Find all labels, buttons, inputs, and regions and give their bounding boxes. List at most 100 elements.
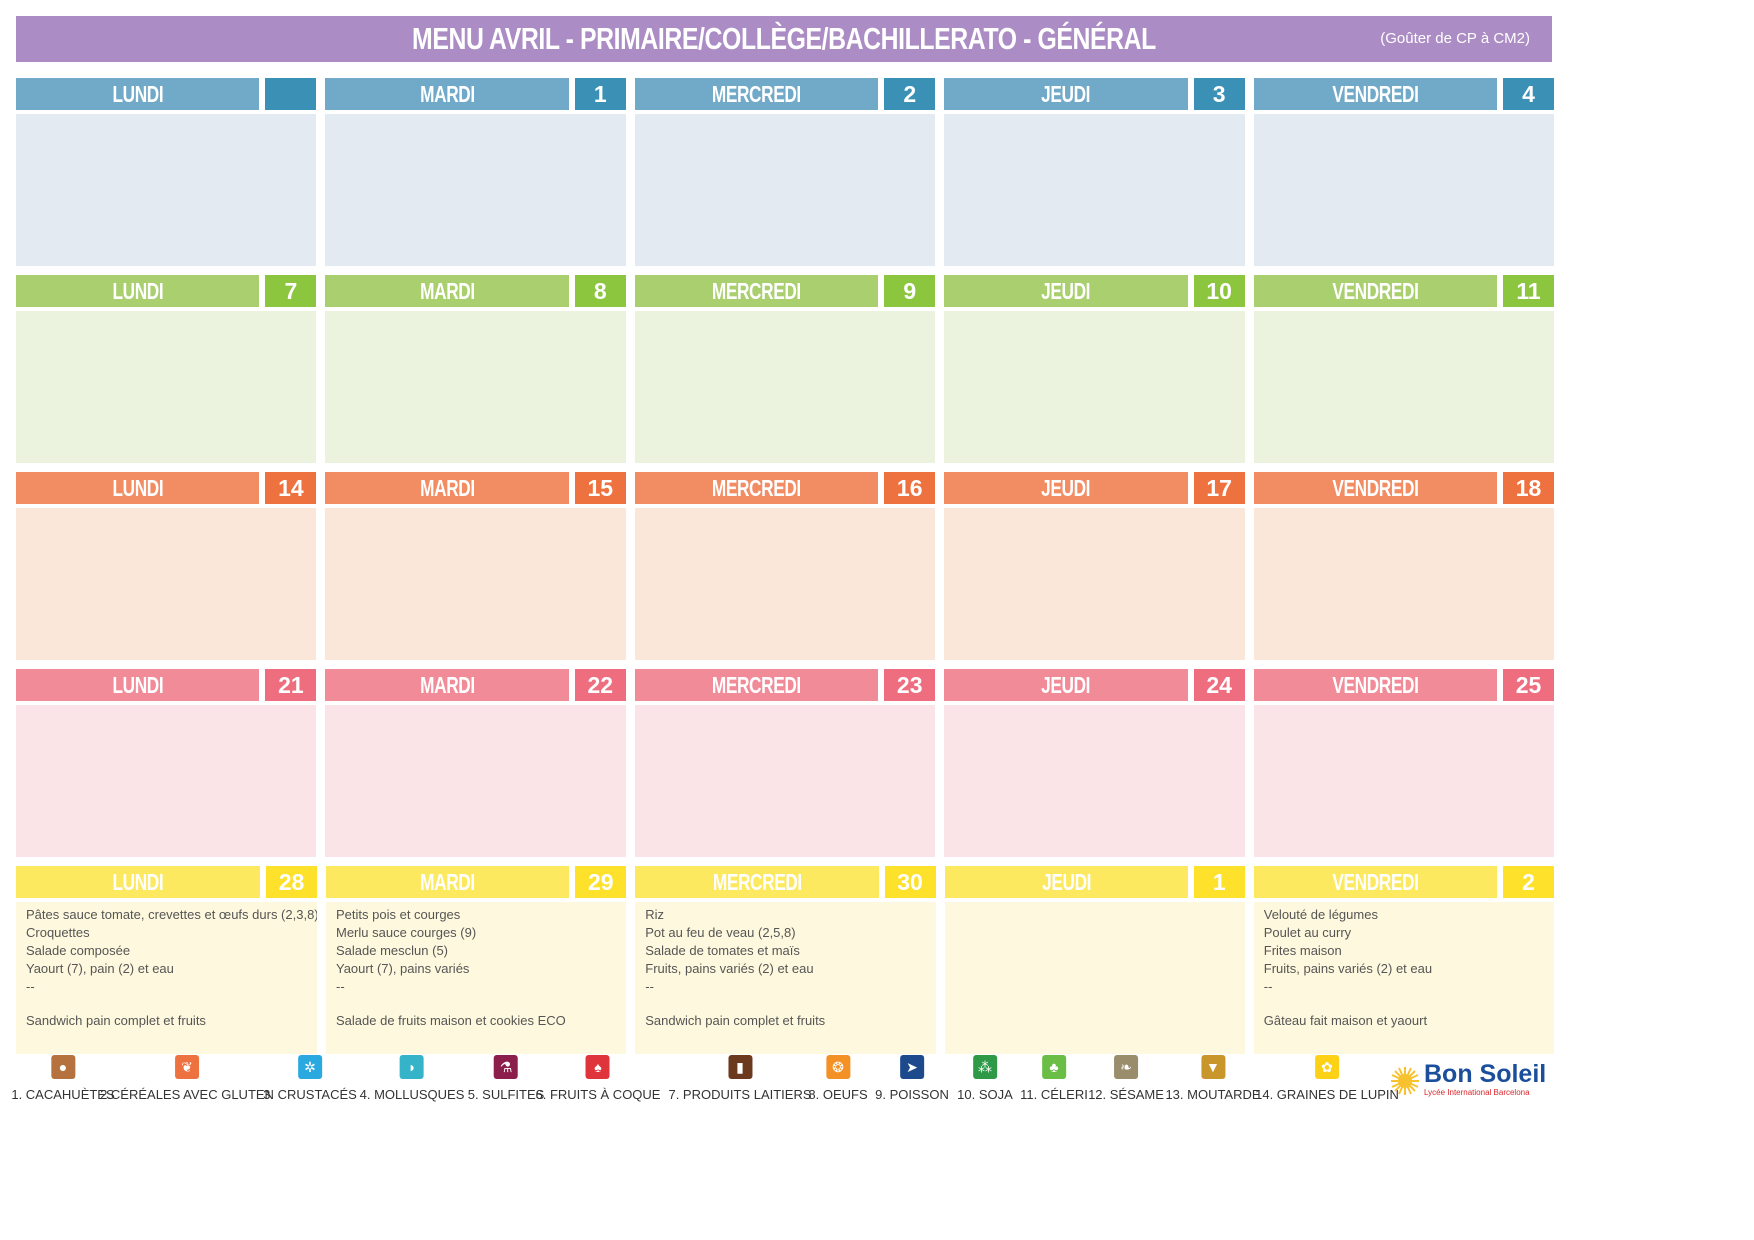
day-name: LUNDI [16,78,260,110]
snack-item: Gâteau fait maison et yaourt [1263,1013,1428,1028]
menu-item: Yaourt (7), pains variés [336,961,470,976]
day-name-label: MERCREDI [712,672,802,698]
day-menu [16,114,317,266]
day-menu [944,508,1245,660]
menu-item: Pot au feu de veau (2,5,8) [645,925,796,940]
day-name: VENDREDI [1253,78,1498,110]
week-row: LUNDI MARDI 1 MERCREDI 2 JEUDI 3 VENDREDI 4 [16,78,1555,266]
day-name-label: LUNDI [112,475,164,501]
day-name-label: MARDI [419,278,475,304]
day-cell: LUNDI [16,78,317,266]
day-cell: VENDREDI 25 [1253,669,1555,857]
day-menu: Velouté de légumes Poulet au curry Frites … [1253,902,1554,1054]
day-name: JEUDI [944,866,1188,898]
day-cell: LUNDI 7 [16,275,317,463]
soy-icon: ⁂ [972,1055,997,1079]
day-cell: JEUDI 24 [944,669,1245,857]
day-cell: MERCREDI 30 Riz Pot au feu de veau (2,5,8) S… [635,866,936,1054]
day-header: MERCREDI 23 [634,669,936,701]
sulphites-icon: ⚗ [493,1055,518,1079]
day-number: 25 [1503,669,1555,701]
day-name-label: VENDREDI [1332,81,1419,107]
legend-label: 1. CACAHUÈTES [11,1087,115,1102]
day-cell: MARDI 15 [325,472,626,660]
day-menu [1253,705,1555,857]
mustard-icon: ▼ [1200,1055,1225,1079]
day-header: MARDI 8 [325,275,626,307]
day-name-label: MERCREDI [712,278,802,304]
day-menu [325,508,626,660]
menu-item: Velouté de légumes [1263,907,1378,922]
day-name: VENDREDI [1253,472,1498,504]
day-cell: JEUDI 10 [944,275,1245,463]
calendar-grid: LUNDI MARDI 1 MERCREDI 2 JEUDI 3 VENDREDI 4 LUNDI… [16,78,1555,1054]
day-number: 11 [1503,275,1555,307]
logo-tagline: Lycée International Barcelona [1424,1088,1530,1097]
day-name: MERCREDI [634,669,879,701]
day-menu [16,508,317,660]
legend-item: ❂ 8. OEUFS [808,1055,868,1102]
day-name: LUNDI [16,472,260,504]
day-menu [944,705,1245,857]
day-name-label: VENDREDI [1332,672,1419,698]
day-header: VENDREDI 18 [1253,472,1555,504]
day-header: MARDI 15 [325,472,626,504]
day-name-label: MERCREDI [712,81,802,107]
day-number: 14 [265,472,317,504]
day-number: 23 [884,669,936,701]
day-header: MERCREDI 2 [634,78,936,110]
eggs-icon: ❂ [826,1055,850,1079]
menu-item: Frites maison [1263,943,1342,958]
day-menu [634,114,936,266]
day-header: MERCREDI 16 [634,472,936,504]
day-name-label: LUNDI [112,672,164,698]
legend-item: ❧ 12. SÉSAME [1088,1055,1164,1102]
day-menu: Petits pois et courges Merlu sauce courge… [326,902,627,1054]
day-number: 29 [575,866,627,898]
sun-icon [1391,1067,1419,1095]
day-number: 15 [574,472,626,504]
day-name: VENDREDI [1253,275,1498,307]
day-number: 16 [884,472,936,504]
day-number: 17 [1193,472,1245,504]
day-header: LUNDI [16,78,317,110]
snack-item: Salade de fruits maison et cookies ECO [336,1013,566,1028]
week-row: LUNDI 7 MARDI 8 MERCREDI 9 JEUDI 10 VENDREDI 11 [16,275,1555,463]
menu-item: Petits pois et courges [336,907,461,922]
day-name-label: JEUDI [1041,475,1091,501]
bon-soleil-logo: Bon Soleil Lycée International Barcelona [1388,1060,1548,1104]
legend-label: 3. CRUSTACÉS [263,1087,357,1102]
day-menu: Riz Pot au feu de veau (2,5,8) Salade de t… [635,902,936,1054]
day-name-label: VENDREDI [1332,278,1419,304]
day-menu [634,311,936,463]
day-name: MARDI [325,669,569,701]
day-number: 1 [1193,866,1245,898]
day-number: 2 [1503,866,1554,898]
peanut-icon: ● [51,1055,75,1079]
day-cell: MERCREDI 23 [634,669,936,857]
day-cell: MERCREDI 16 [634,472,936,660]
menu-item: Salade mesclun (5) [336,943,448,958]
menu-item: Salade de tomates et maïs [645,943,800,958]
allergen-legend: ● 1. CACAHUÈTES ❦ 2.CÉRÉALES AVEC GLUTEN ✲ 3.… [11,1055,1399,1105]
day-menu [325,705,626,857]
legend-label: 13. MOUTARDE [1165,1087,1261,1102]
day-menu [944,311,1245,463]
day-name-label: LUNDI [112,81,164,107]
legend-label: 10. SOJA [957,1087,1013,1102]
week-row: LUNDI 14 MARDI 15 MERCREDI 16 JEUDI 17 VENDREDI 1… [16,472,1555,660]
day-header: MARDI 1 [325,78,626,110]
legend-item: ▮ 7. PRODUITS LAITIERS [668,1055,812,1102]
day-header: VENDREDI 2 [1253,866,1554,898]
legend-item: ♠ 6. FRUITS À COQUE [536,1055,660,1102]
day-header: JEUDI 3 [944,78,1245,110]
day-menu [944,114,1245,266]
legend-item: ♣ 11. CÉLERI [1020,1055,1088,1102]
day-cell: MARDI 8 [325,275,626,463]
sesame-icon: ❧ [1114,1055,1138,1079]
day-number: 8 [574,275,626,307]
day-name: JEUDI [944,275,1188,307]
day-header: JEUDI 10 [944,275,1245,307]
day-cell: MARDI 22 [325,669,626,857]
day-menu [16,311,317,463]
